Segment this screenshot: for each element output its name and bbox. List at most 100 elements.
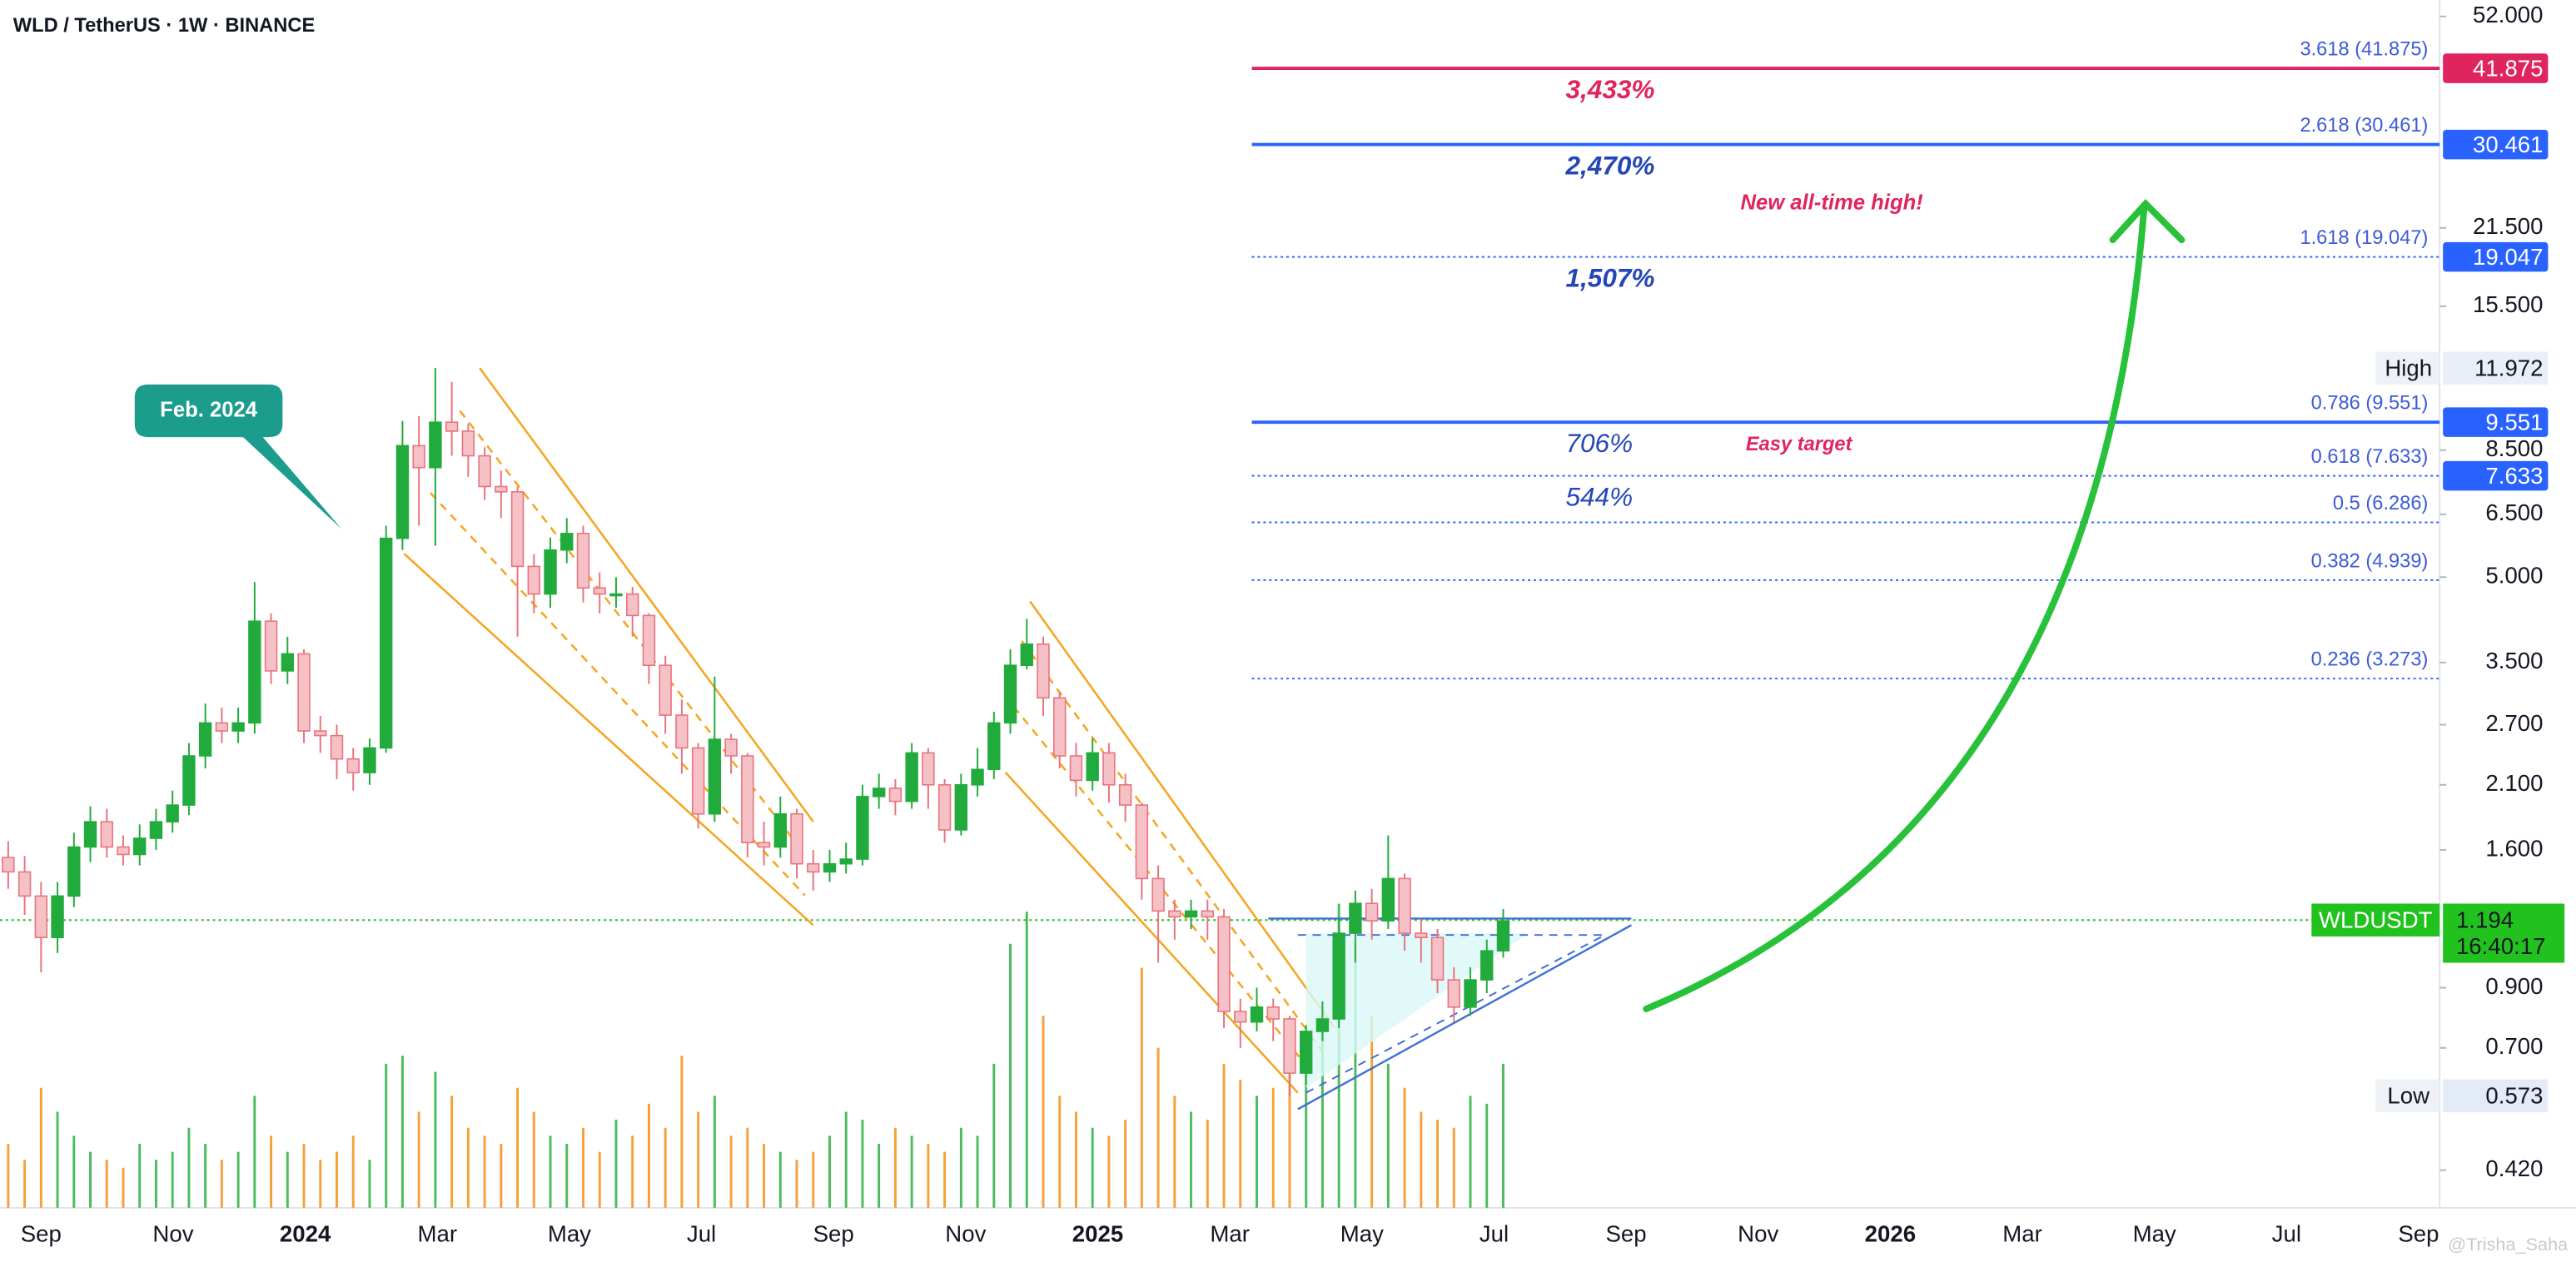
candle-body	[149, 821, 163, 839]
watermark: @Trisha_Saha	[2448, 1234, 2569, 1255]
candle-body	[34, 895, 48, 938]
candle-body	[231, 722, 245, 732]
candle-body	[1003, 664, 1017, 724]
x-tick-label: Sep	[813, 1221, 854, 1247]
candle-body	[741, 755, 754, 843]
gain-label: 706%	[1565, 428, 1633, 458]
easy-note: Easy target	[1746, 434, 1853, 455]
price-badge	[2443, 460, 2549, 491]
candle-body	[67, 846, 81, 897]
price-badge-label: 9.551	[2485, 409, 2543, 435]
candle-body	[380, 537, 393, 749]
arrow	[1643, 206, 2147, 1012]
candle-body	[560, 533, 574, 551]
front-layer: 41.875 30.461 19.047 9.551 7.633 WLDUSDT 1.194…	[2, 53, 2565, 1113]
gain-label: 3,433%	[1565, 74, 1654, 104]
candle-body	[445, 421, 459, 432]
candle-body	[1069, 755, 1083, 782]
candle-body	[1480, 950, 1494, 981]
y-tick-label: 1.600	[2485, 835, 2543, 861]
price-badge-label: 19.047	[2473, 244, 2543, 270]
price-badge	[2443, 241, 2549, 272]
candle-body	[1496, 920, 1510, 951]
candle-body	[395, 445, 410, 539]
candle-body	[363, 747, 376, 773]
channel-line	[403, 553, 814, 927]
candle-body	[461, 430, 475, 457]
gain-label: 544%	[1565, 482, 1633, 512]
candle-body	[198, 722, 212, 757]
y-tick-label: 0.700	[2485, 1033, 2543, 1059]
candle-body	[510, 491, 525, 568]
candle-body	[593, 587, 606, 595]
candle-body	[297, 653, 311, 732]
candle-body	[790, 812, 803, 865]
price-badge	[2443, 129, 2549, 160]
candle-body	[166, 804, 179, 822]
x-tick-label: 2024	[280, 1221, 331, 1247]
channel-line	[1021, 640, 1324, 1053]
price-badge	[2443, 407, 2549, 437]
candle-body	[215, 722, 229, 732]
candle-body	[1086, 752, 1099, 782]
marker-badge	[2443, 351, 2549, 385]
candle-body	[412, 445, 425, 469]
candle-body	[691, 747, 705, 815]
y-tick-label: 2.100	[2485, 770, 2543, 796]
marker-tag-label: High	[2385, 355, 2432, 380]
y-tick-label: 0.900	[2485, 973, 2543, 999]
candle-body	[773, 812, 787, 848]
candle-body	[823, 862, 837, 873]
candle-body	[1102, 752, 1116, 786]
x-tick-label: Jul	[687, 1221, 716, 1247]
x-tick-label: Sep	[1606, 1221, 1647, 1247]
candle-body	[1135, 804, 1149, 880]
marker-tag	[2375, 351, 2440, 385]
x-tick-label: Nov	[945, 1221, 986, 1247]
fib-label: 0.618 (7.633)	[2311, 446, 2429, 468]
candle-body	[1415, 932, 1428, 938]
x-tick-label: 2026	[1865, 1221, 1916, 1247]
candle-body	[1283, 1018, 1296, 1074]
candle-body	[1447, 979, 1460, 1008]
candle-body	[625, 593, 639, 617]
y-tick-label: 5.000	[2485, 563, 2543, 589]
candle-body	[1118, 784, 1132, 806]
candle-body	[1332, 932, 1345, 1020]
chart-title: WLD / TetherUS · 1W · BINANCE	[13, 15, 315, 37]
x-tick-label: May	[2133, 1221, 2176, 1247]
candle-body	[659, 664, 672, 716]
marker-tag-label: Low	[2387, 1083, 2430, 1109]
candle-body	[888, 788, 903, 802]
candle-body	[1151, 877, 1165, 912]
x-tick-label: May	[1340, 1221, 1384, 1247]
candle-body	[182, 755, 196, 806]
x-tick-label: Jul	[2272, 1221, 2301, 1247]
candle-body	[1315, 1018, 1330, 1032]
y-tick-label: 52.000	[2473, 2, 2543, 27]
candle-body	[708, 738, 722, 815]
price-badge-label: 41.875	[2473, 55, 2543, 81]
candle-body	[133, 837, 147, 856]
callout-text: Feb. 2024	[160, 398, 258, 421]
timer-label: 16:40:17	[2456, 933, 2546, 959]
candle-body	[1201, 910, 1215, 918]
candle-body	[495, 485, 508, 493]
candle-body	[609, 593, 623, 597]
candle-body	[544, 549, 557, 595]
candle-body	[1037, 643, 1050, 699]
candle-body	[872, 788, 886, 797]
symbol-label: WLDUSDT	[2319, 907, 2433, 932]
marker-badge-label: 0.573	[2485, 1083, 2543, 1109]
marker-badge	[2443, 1079, 2549, 1113]
fib-label: 0.786 (9.551)	[2311, 393, 2429, 415]
candle-body	[1365, 902, 1379, 922]
x-tick-label: Jul	[1479, 1221, 1509, 1247]
fib-label: 0.236 (3.273)	[2311, 649, 2429, 671]
candle-body	[807, 862, 820, 873]
price-badge-label: 1.194	[2456, 907, 2514, 932]
candle-body	[1234, 1011, 1247, 1023]
symbol-badge	[2311, 903, 2440, 937]
